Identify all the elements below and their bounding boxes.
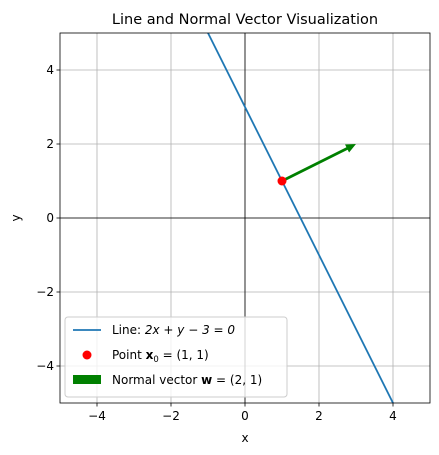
y-tick-label: −4 (36, 359, 54, 373)
line-series (206, 33, 395, 403)
y-tick-label: 0 (46, 211, 54, 225)
legend-vector-label: Normal vector w = (2, 1) (112, 373, 262, 387)
x-tick-label: 2 (315, 409, 323, 423)
legend-line-label: Line: 2x + y − 3 = 0 (112, 323, 235, 337)
x-axis-label: x (241, 431, 248, 445)
y-tick-label: 2 (46, 137, 54, 151)
y-tick-label: −2 (36, 285, 54, 299)
point-marker (277, 176, 287, 186)
y-tick-label: 4 (46, 63, 54, 77)
legend-frame (64, 316, 288, 398)
legend: Line: 2x + y − 3 = 0 Point x0 = (1, 1) N… (64, 316, 288, 398)
y-axis-label: y (9, 214, 23, 221)
normal-vector-arrow (281, 144, 356, 183)
x-tick-label: 0 (241, 409, 249, 423)
legend-point-swatch (82, 350, 92, 360)
legend-vector-swatch (73, 375, 101, 384)
x-tick-label: −4 (88, 409, 106, 423)
y-axis-ticks: −4 −2 0 2 4 (36, 63, 60, 373)
legend-point-label: Point x0 = (1, 1) (112, 348, 209, 365)
chart-title: Line and Normal Vector Visualization (112, 12, 378, 28)
x-tick-label: 4 (389, 409, 397, 423)
x-tick-label: −2 (162, 409, 180, 423)
x-axis-ticks: −4 −2 0 2 4 (88, 403, 397, 423)
plot-content (60, 33, 430, 403)
